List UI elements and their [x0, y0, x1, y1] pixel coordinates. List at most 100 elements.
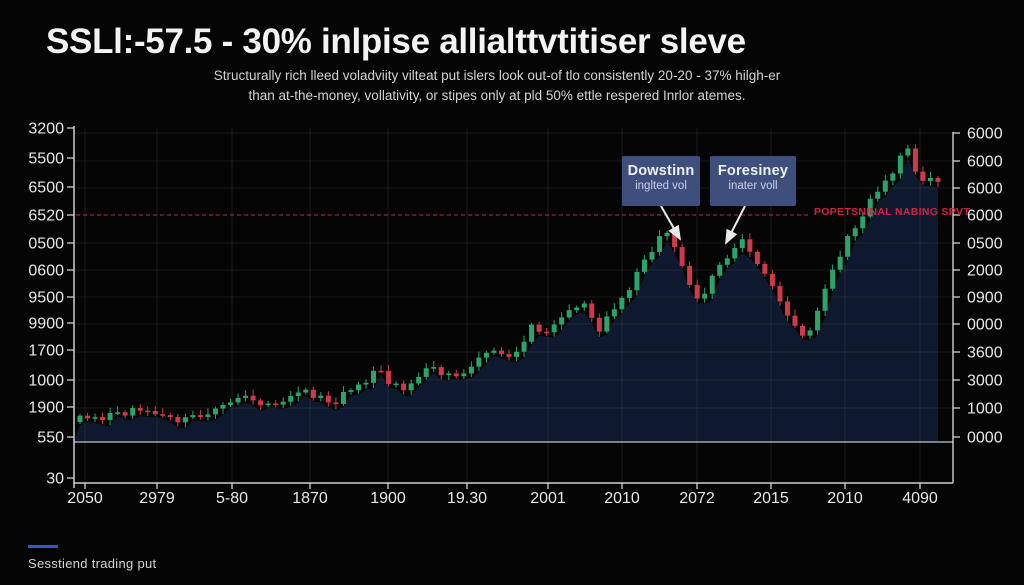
- candle-body: [559, 317, 565, 325]
- candle-body: [920, 171, 926, 181]
- candle-body: [107, 412, 113, 420]
- candle-body: [762, 263, 768, 274]
- y-axis-right-label: 0000: [967, 430, 1003, 447]
- candle-body: [739, 239, 745, 248]
- candle-body: [258, 400, 264, 406]
- annotation-1-title: Dowstinn: [627, 163, 695, 179]
- x-axis-label: 2072: [679, 490, 715, 507]
- candle-body: [529, 324, 535, 342]
- candle-body: [626, 290, 632, 298]
- candle-body: [280, 401, 286, 405]
- candle-body: [348, 390, 354, 392]
- candle-body: [423, 368, 429, 377]
- annotation-1-subtitle: inglted vol: [635, 180, 687, 192]
- candle-body: [235, 397, 241, 403]
- candle-body: [167, 415, 173, 417]
- annotation-box-1: Dowstinn inglted vol: [622, 156, 700, 206]
- y-axis-left-label: 6520: [28, 208, 64, 225]
- candle-body: [830, 269, 836, 289]
- threshold-label: POPETSNINAL NABING SPVT: [814, 206, 971, 218]
- x-axis-label: 2001: [530, 490, 566, 507]
- candle-body: [724, 258, 730, 265]
- y-axis-left-label: 0600: [28, 263, 64, 280]
- candle-body: [190, 415, 196, 418]
- candle-body: [243, 395, 249, 398]
- candle-body: [115, 412, 121, 414]
- reference-lines: [74, 214, 953, 443]
- y-axis-right-label: 3600: [967, 345, 1003, 362]
- annotation-box-2: Foresiney inater voll: [710, 156, 796, 206]
- candle-body: [912, 148, 918, 172]
- candle-body: [401, 383, 407, 391]
- candle-body: [265, 403, 271, 406]
- candle-body: [228, 402, 234, 405]
- candle-body: [85, 415, 91, 419]
- y-axis-right-label: 6000: [967, 154, 1003, 171]
- candle-body: [815, 310, 821, 331]
- candle-body: [137, 407, 143, 411]
- candle-body: [514, 351, 520, 357]
- candle-body: [574, 307, 580, 311]
- x-axis-label: 4090: [902, 490, 938, 507]
- candle-body: [822, 288, 828, 311]
- candle-body: [619, 297, 625, 310]
- x-axis-label: 2015: [753, 490, 789, 507]
- candle-body: [378, 370, 384, 373]
- legend-label: Sesstiend trading put: [28, 556, 157, 571]
- candle-body: [544, 331, 550, 334]
- candle-body: [453, 373, 459, 377]
- annotation-2-title: Foresiney: [717, 163, 789, 179]
- candle-body: [935, 177, 941, 182]
- y-axis-right-label: 6000: [967, 181, 1003, 198]
- candle-body: [483, 352, 489, 358]
- candle-body: [657, 236, 663, 252]
- x-axis-label: 2979: [139, 490, 175, 507]
- candle-body: [732, 247, 738, 259]
- x-axis-label: 5-80: [216, 490, 248, 507]
- annotation-arrows: [660, 205, 746, 245]
- y-axis-left-label: 3200: [28, 121, 64, 138]
- y-axis-left-label: 9500: [28, 290, 64, 307]
- x-axis-label: 1900: [370, 490, 406, 507]
- candle-body: [325, 395, 331, 403]
- candle-body: [461, 373, 467, 377]
- y-axis-left-label: 0500: [28, 236, 64, 253]
- candle-body: [581, 303, 587, 308]
- candle-body: [371, 370, 377, 383]
- x-axis-label: 2050: [67, 490, 103, 507]
- legend: Sesstiend trading put: [28, 545, 156, 571]
- y-axis-left-label: 30: [46, 471, 64, 488]
- candle-body: [672, 232, 678, 248]
- y-axis-left-label: 5500: [28, 151, 64, 168]
- chart-subtitle: Structurally rich lleed voladviity vilte…: [0, 66, 994, 106]
- candle-body: [875, 191, 881, 199]
- y-axis-left-label: 1900: [28, 400, 64, 417]
- candle-body: [717, 264, 723, 276]
- candle-body: [807, 330, 813, 336]
- candle-body: [250, 395, 256, 401]
- candle-body: [212, 408, 218, 415]
- candle-body: [288, 396, 294, 402]
- y-axis-right-label: 3000: [967, 373, 1003, 390]
- candle-body: [694, 284, 700, 299]
- candle-body: [491, 350, 497, 353]
- candle-body: [792, 315, 798, 326]
- candle-body: [687, 265, 693, 285]
- candle-body: [145, 410, 151, 413]
- y-axis-right-label: 0900: [967, 290, 1003, 307]
- candle-body: [521, 341, 527, 352]
- candle-body: [122, 412, 128, 416]
- candle-body: [175, 416, 181, 423]
- subtitle-line-1: Structurally rich lleed voladviity vilte…: [213, 68, 781, 83]
- area-fill: [74, 158, 938, 441]
- candle-body: [476, 357, 482, 367]
- candles: [77, 144, 941, 428]
- candle-body: [664, 232, 670, 237]
- candle-body: [295, 392, 301, 397]
- candle-body: [393, 383, 399, 386]
- y-axis-left-label: 6500: [28, 180, 64, 197]
- candle-body: [77, 415, 83, 422]
- candle-body: [431, 367, 437, 369]
- candle-body: [333, 402, 339, 405]
